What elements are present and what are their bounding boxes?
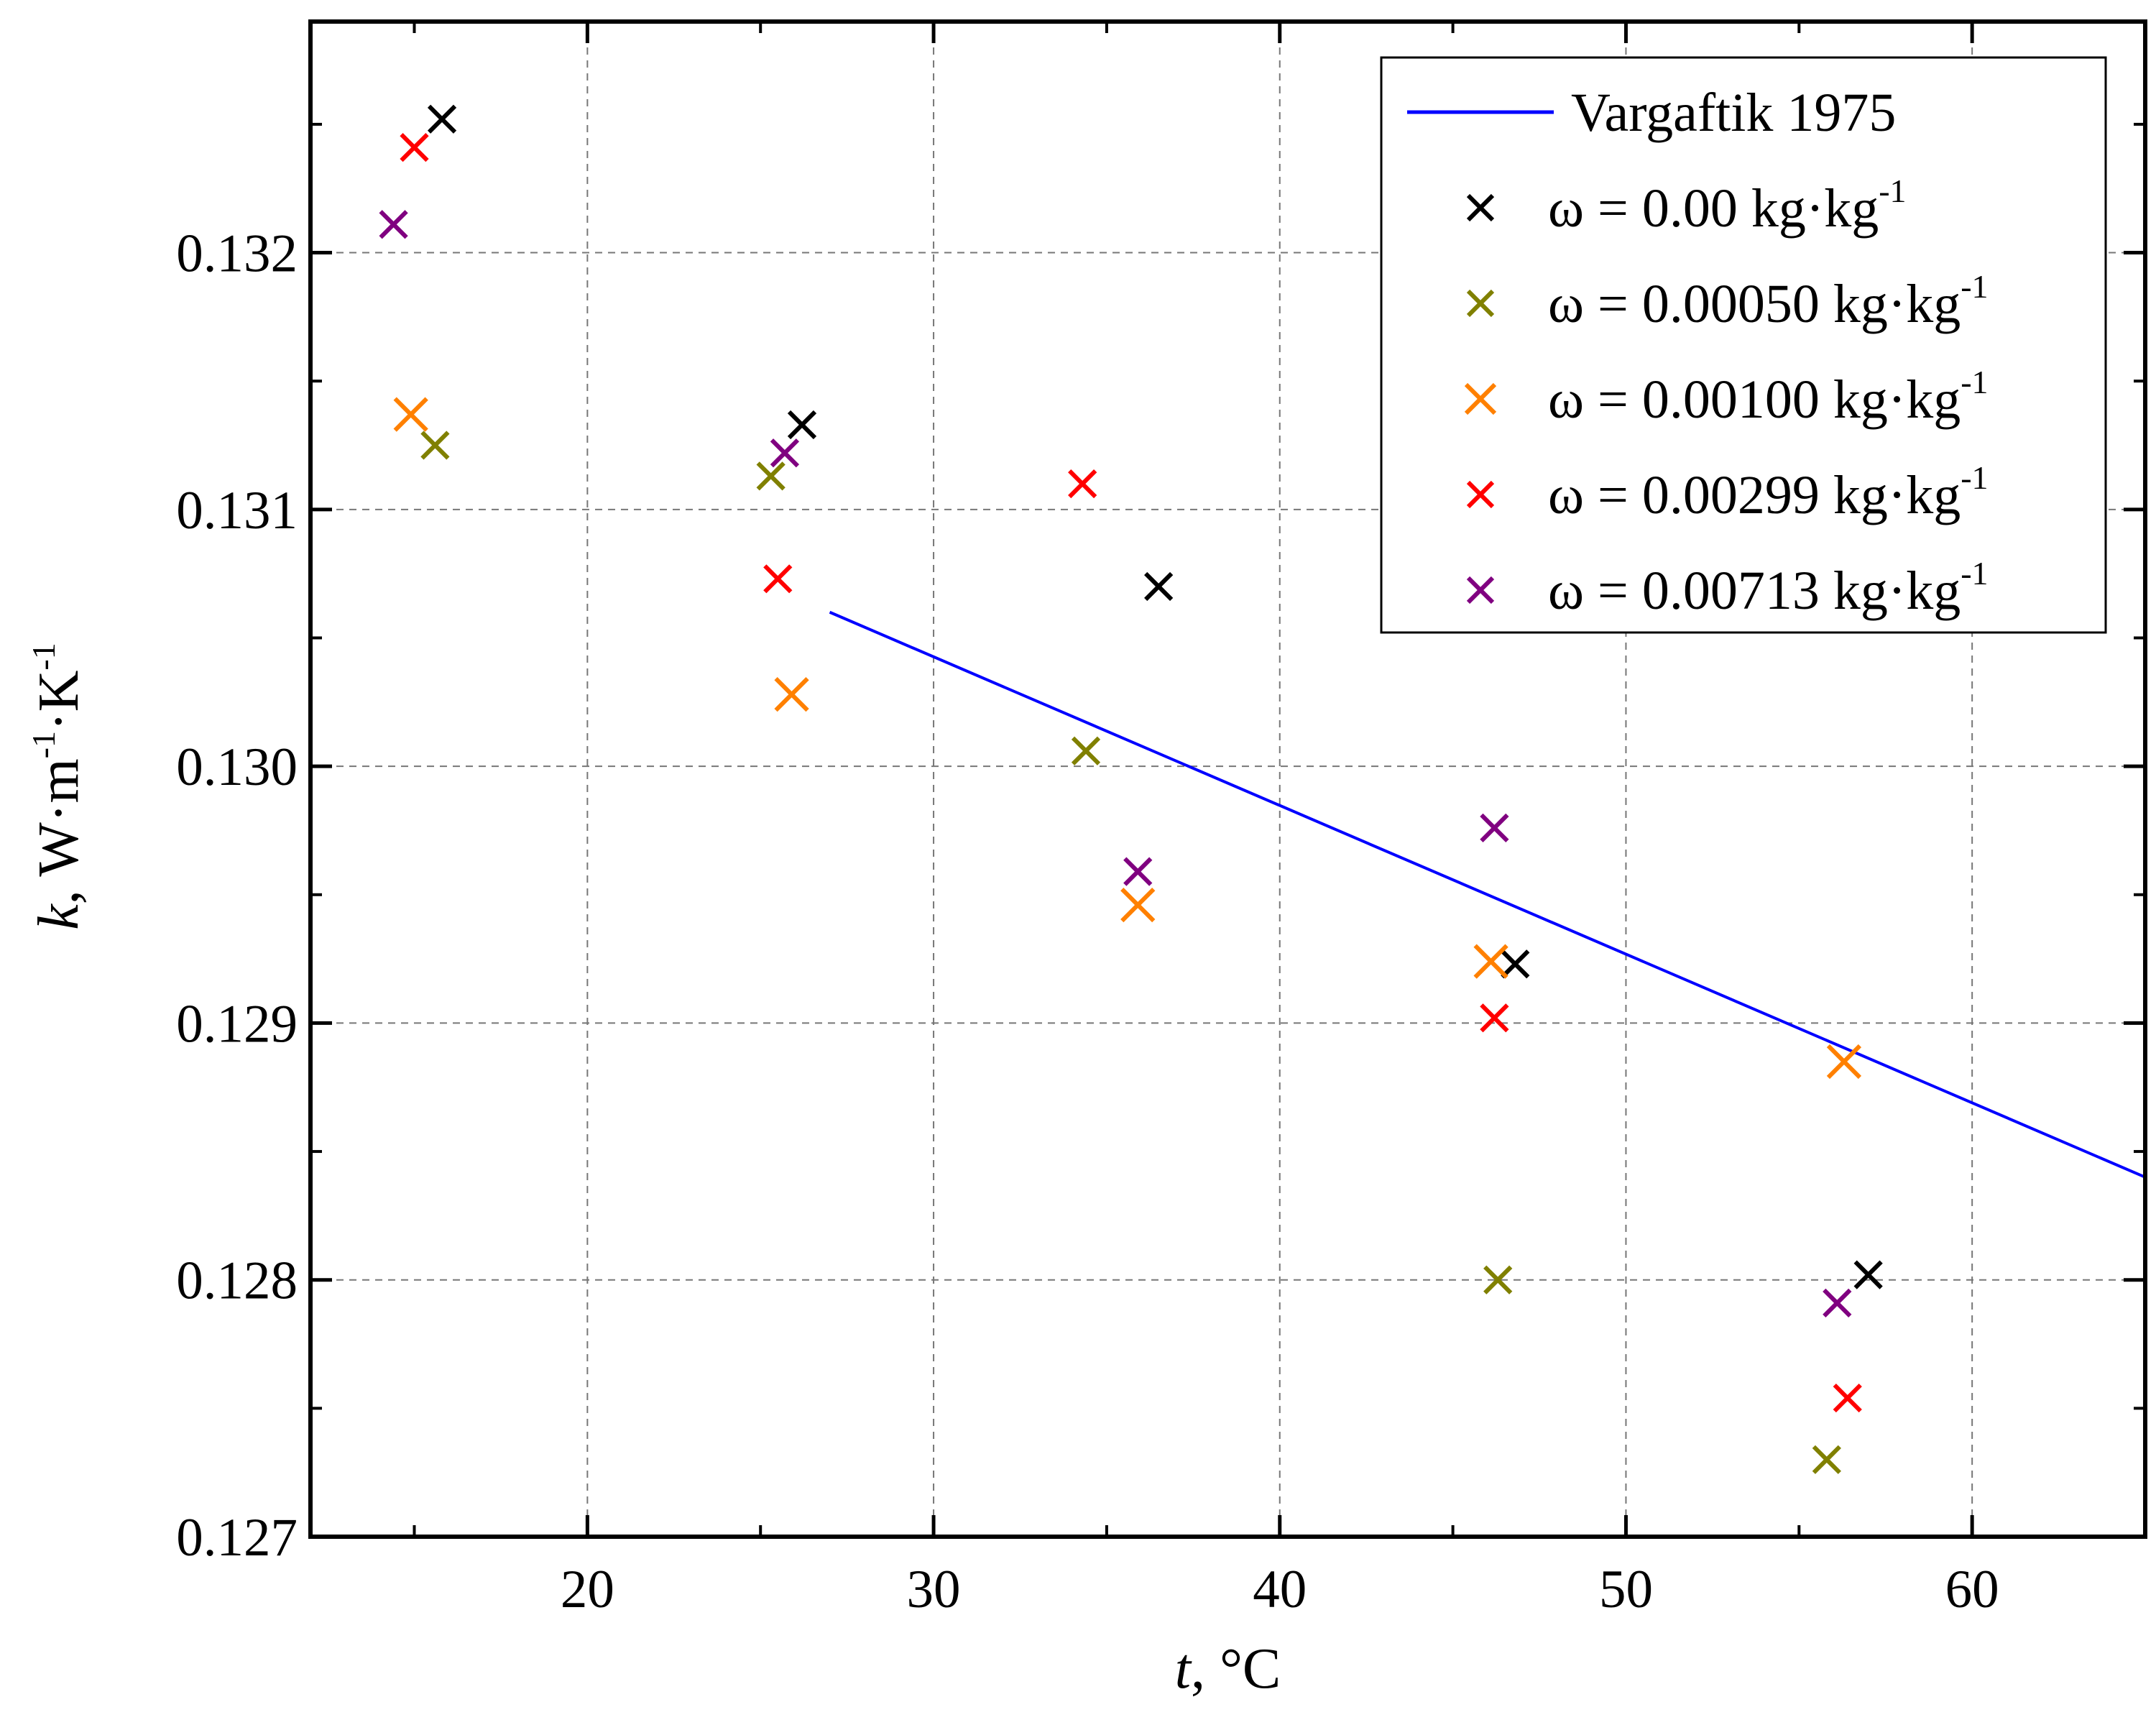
plot-frame bbox=[308, 19, 2147, 1539]
legend-label-series-3: ω = 0.00299 kg·kg-1 bbox=[1548, 459, 1989, 525]
data-point-series-3 bbox=[763, 564, 793, 594]
legend-entries: ω = 0.00 kg·kg-1ω = 0.00050 kg·kg-1ω = 0… bbox=[1464, 172, 1989, 621]
legend-marker-series-1 bbox=[1466, 289, 1495, 318]
legend-label-vargaftik: Vargaftik 1975 bbox=[1571, 83, 1896, 143]
vargaftik-line-layer bbox=[829, 610, 2146, 1179]
legend-marker-series-0 bbox=[1466, 193, 1495, 222]
legend-label-exponent: -1 bbox=[1961, 555, 1988, 592]
data-point-series-0 bbox=[1144, 571, 1174, 602]
x-axis-unit: , °C bbox=[1191, 1637, 1281, 1701]
legend-label-series-0: ω = 0.00 kg·kg-1 bbox=[1548, 172, 1907, 239]
data-point-series-4 bbox=[770, 438, 800, 468]
legend-label-main: ω = 0.00100 kg·kg bbox=[1548, 369, 1961, 430]
legend-label-exponent: -1 bbox=[1961, 459, 1988, 496]
tick-labels: 20 30 40 50 60 0.127 0.128 0.129 0.130 0.131 0.132 bbox=[176, 224, 1999, 1619]
data-point-series-1 bbox=[1812, 1445, 1841, 1474]
legend-label-series-4: ω = 0.00713 kg·kg-1 bbox=[1548, 555, 1989, 621]
data-point-series-2 bbox=[1826, 1044, 1862, 1080]
legend-marker-series-3 bbox=[1466, 480, 1495, 509]
x-axis-variable: t bbox=[1175, 1637, 1192, 1701]
data-point-series-4 bbox=[1823, 1288, 1852, 1317]
x-axis-title: t, °C bbox=[1175, 1637, 1281, 1701]
axis-ticks bbox=[310, 22, 2145, 1539]
legend-label-main: ω = 0.00299 kg·kg bbox=[1548, 465, 1961, 525]
legend-marker-series-2 bbox=[1464, 382, 1497, 415]
y-axis-unit: , W·m bbox=[27, 758, 91, 904]
data-point-series-4 bbox=[1480, 813, 1509, 843]
legend: Vargaftik 1975 ω = 0.00 kg·kg-1ω = 0.000… bbox=[1380, 56, 2107, 634]
legend-label-series-2: ω = 0.00100 kg·kg-1 bbox=[1548, 364, 1989, 430]
data-point-series-2 bbox=[1473, 944, 1508, 979]
data-point-series-1 bbox=[756, 461, 786, 491]
data-point-series-2 bbox=[774, 676, 809, 712]
legend-label-main: ω = 0.00050 kg·kg bbox=[1548, 274, 1961, 334]
scatter-markers bbox=[379, 104, 1883, 1474]
y-axis-unit-mid: ·K bbox=[27, 671, 91, 731]
x-tick-label: 60 bbox=[1945, 1560, 1999, 1619]
data-point-series-4 bbox=[1123, 857, 1153, 886]
data-point-series-3 bbox=[1833, 1383, 1862, 1413]
y-axis-unit-exponent-1: -1 bbox=[25, 731, 62, 758]
x-tick-label: 20 bbox=[561, 1560, 614, 1619]
y-tick-label: 0.128 bbox=[176, 1251, 298, 1311]
data-point-series-0 bbox=[427, 104, 457, 134]
legend-marker-series-4 bbox=[1466, 576, 1495, 604]
vargaftik-1975-line bbox=[829, 610, 2146, 1179]
y-tick-label: 0.129 bbox=[176, 994, 298, 1054]
y-tick-label: 0.131 bbox=[176, 481, 298, 540]
data-point-series-4 bbox=[379, 210, 408, 239]
data-point-series-0 bbox=[787, 410, 817, 440]
y-tick-label: 0.127 bbox=[176, 1508, 298, 1568]
y-axis-title: k, W·m-1·K-1 bbox=[25, 643, 91, 930]
data-point-series-0 bbox=[1853, 1260, 1883, 1289]
y-axis-variable: k bbox=[27, 903, 91, 930]
data-point-series-0 bbox=[1501, 949, 1530, 979]
data-point-series-1 bbox=[420, 431, 450, 460]
y-tick-label: 0.130 bbox=[176, 737, 298, 797]
x-tick-label: 50 bbox=[1599, 1560, 1653, 1619]
data-point-series-3 bbox=[400, 132, 429, 162]
data-point-series-3 bbox=[1480, 1003, 1509, 1033]
data-point-series-3 bbox=[1068, 469, 1097, 499]
data-point-series-1 bbox=[1483, 1265, 1513, 1294]
data-point-series-2 bbox=[1120, 887, 1156, 923]
y-axis-unit-exponent-2: -1 bbox=[25, 643, 62, 670]
x-tick-label: 40 bbox=[1253, 1560, 1307, 1619]
data-point-series-1 bbox=[1071, 736, 1101, 765]
legend-label-main: ω = 0.00 kg·kg bbox=[1548, 178, 1879, 239]
legend-box bbox=[1380, 56, 2107, 634]
legend-label-main: ω = 0.00713 kg·kg bbox=[1548, 561, 1961, 621]
legend-label-exponent: -1 bbox=[1961, 364, 1988, 400]
y-tick-label: 0.132 bbox=[176, 224, 298, 284]
data-point-series-2 bbox=[393, 397, 428, 432]
x-tick-label: 30 bbox=[907, 1560, 961, 1619]
legend-label-exponent: -1 bbox=[1961, 268, 1988, 305]
legend-label-exponent: -1 bbox=[1879, 172, 1906, 209]
legend-label-series-1: ω = 0.00050 kg·kg-1 bbox=[1548, 268, 1989, 334]
